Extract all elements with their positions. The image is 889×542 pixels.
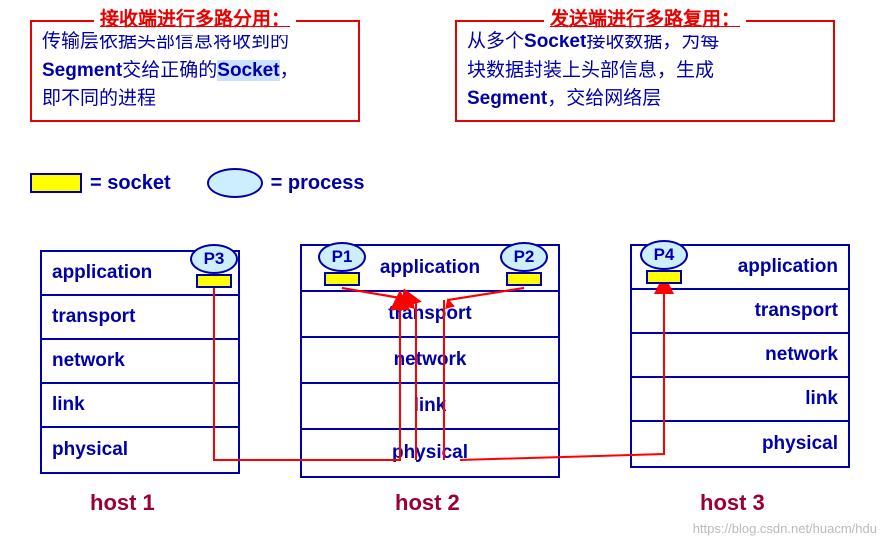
mux-title: 发送端进行多路复用： <box>544 6 746 35</box>
demux-title: 接收端进行多路分用： <box>94 6 296 35</box>
host1-layer-network: network <box>42 340 238 384</box>
legend-process-label: = process <box>271 172 365 195</box>
host3-label: host 3 <box>700 490 765 516</box>
host1-label: host 1 <box>90 490 155 516</box>
host2-label: host 2 <box>395 490 460 516</box>
mux-body: 从多个Socket接收数据，为每 块数据封装上头部信息，生成 Segment，交… <box>467 28 823 114</box>
watermark: https://blog.csdn.net/huacm/hdu <box>693 521 877 536</box>
host2-layer-transport: transport <box>302 292 558 338</box>
host2-layer-link: link <box>302 384 558 430</box>
host3-layer-network: network <box>632 334 848 378</box>
host3-layer-physical: physical <box>632 422 848 466</box>
socket-P2 <box>506 272 542 286</box>
host1-layer-link: link <box>42 384 238 428</box>
host1-layer-physical: physical <box>42 428 238 472</box>
host1-layer-transport: transport <box>42 296 238 340</box>
legend: = socket = process <box>30 168 365 198</box>
legend-socket-icon <box>30 173 82 193</box>
demux-textbox: 接收端进行多路分用： 传输层依据头部信息将收到的 Segment交给正确的Soc… <box>30 20 360 122</box>
mux-textbox: 发送端进行多路复用： 从多个Socket接收数据，为每 块数据封装上头部信息，生… <box>455 20 835 122</box>
host3-layer-link: link <box>632 378 848 422</box>
legend-socket-label: = socket <box>90 172 171 195</box>
socket-P3 <box>196 274 232 288</box>
socket-P4 <box>646 270 682 284</box>
legend-process-icon <box>207 168 263 198</box>
socket-P1 <box>324 272 360 286</box>
host2-layer-network: network <box>302 338 558 384</box>
host3-layer-transport: transport <box>632 290 848 334</box>
process-P3: P3 <box>190 244 238 274</box>
process-P2: P2 <box>500 242 548 272</box>
process-P4: P4 <box>640 240 688 270</box>
demux-body: 传输层依据头部信息将收到的 Segment交给正确的Socket， 即不同的进程 <box>42 28 348 114</box>
host2-layer-physical: physical <box>302 430 558 476</box>
process-P1: P1 <box>318 242 366 272</box>
